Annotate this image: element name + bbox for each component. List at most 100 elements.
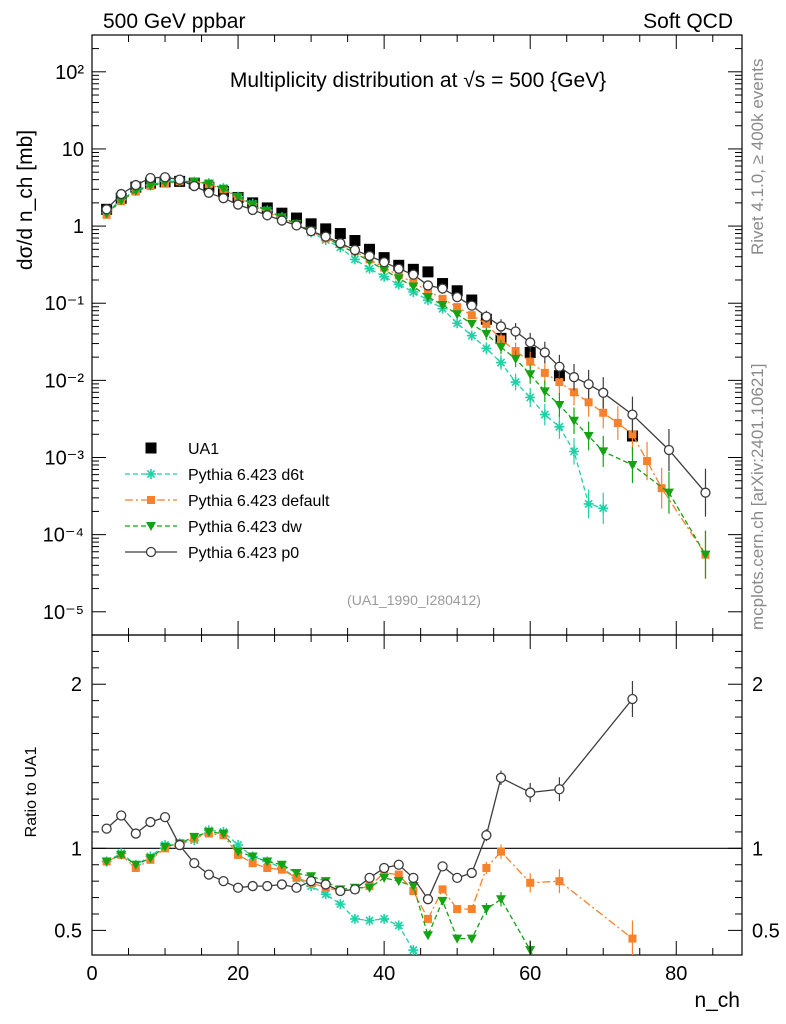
main-point-pythia-6-423-default [657,484,666,493]
ratio-point-pythia-6-423-p0 [320,879,331,890]
main-point-ua1 [290,212,302,224]
main-point-pythia-6-423-p0 [262,210,273,221]
main-point-pythia-6-423-p0 [481,311,492,322]
ratio-point-pythia-6-423-p0 [481,830,492,841]
main-series-pythia-6-423-p0 [101,172,711,517]
main-point-pythia-6-423-dw [437,300,448,310]
ratio-point-pythia-6-423-default [482,864,491,873]
main-point-pythia-6-423-p0 [466,300,477,311]
ratio-ylabel: Ratio to UA1 [23,747,40,838]
main-point-pythia-6-423-default [643,457,652,466]
ratio-point-pythia-6-423-p0 [349,884,361,895]
main-point-pythia-6-423-p0 [218,193,229,204]
main-point-pythia-6-423-p0 [349,244,361,256]
ratio-point-pythia-6-423-d6t [335,899,346,910]
main-series-pythia-6-423-dw [101,177,711,579]
main-point-pythia-6-423-dw [379,265,390,275]
main-point-pythia-6-423-d6t [364,263,375,274]
ratio-point-pythia-6-423-p0 [452,872,463,884]
ratio-xlabel: n_ch [694,989,740,1012]
legend-item-pythia-6-423-p0: Pythia 6.423 p0 [125,545,299,562]
main-point-pythia-6-423-p0 [568,372,580,383]
main-point-pythia-6-423-p0 [583,379,594,390]
legend-label-ua1: UA1 [188,441,219,458]
main-ytick-label: 10⁻² [45,370,85,392]
main-point-pythia-6-423-default [540,368,549,377]
main-point-pythia-6-423-dw [539,387,550,397]
ratio-point-pythia-6-423-dw [393,877,404,887]
main-annotation: (UA1_1990_I280412) [347,592,481,608]
legend-label-pythia-6-423-default: Pythia 6.423 default [188,493,330,510]
main-point-pythia-6-423-dw [554,400,565,410]
main-point-pythia-6-423-p0 [364,250,375,262]
ratio-point-pythia-6-423-p0 [378,862,390,874]
main-point-pythia-6-423-dw [452,310,463,320]
main-ytick-label: 10⁻³ [45,448,85,470]
main-point-pythia-6-423-p0 [378,257,390,268]
ratio-point-pythia-6-423-d6t [364,915,375,926]
header-right: Soft QCD [643,10,733,33]
ratio-point-pythia-6-423-p0 [305,876,317,887]
ratio-point-pythia-6-423-dw [262,857,273,867]
ratio-point-pythia-6-423-default [526,878,535,887]
ratio-point-pythia-6-423-p0 [393,859,404,870]
ratio-point-pythia-6-423-default [423,914,432,923]
main-point-pythia-6-423-default [555,378,564,387]
ratio-xtick-label: 40 [373,963,395,985]
ratio-ytick-label-right: 2 [752,674,763,696]
ratio-ytick-label: 0.5 [54,920,82,942]
main-point-pythia-6-423-p0 [422,280,434,291]
ratio-point-pythia-6-423-p0 [145,816,156,828]
main-point-pythia-6-423-dw [495,343,506,353]
main-point-pythia-6-423-default [584,398,593,407]
main-point-pythia-6-423-default [613,419,622,428]
main-title: Multiplicity distribution at √s = 500 {G… [230,69,606,92]
ratio-point-pythia-6-423-p0 [101,823,112,834]
side-label-bottom: mcplots.cern.ch [arXiv:2401.10621] [748,364,767,630]
main-point-pythia-6-423-p0 [627,409,638,420]
ratio-point-pythia-6-423-dw [364,883,375,893]
main-point-pythia-6-423-default [453,303,462,312]
main-ytick-label: 1 [73,216,84,238]
main-point-pythia-6-423-p0 [174,174,185,185]
main-point-pythia-6-423-dw [510,354,521,364]
ratio-point-pythia-6-423-dw [408,882,419,892]
ratio-point-pythia-6-423-p0 [116,810,127,821]
main-point-pythia-6-423-p0 [408,269,419,280]
main-point-pythia-6-423-p0 [539,347,550,358]
ratio-point-pythia-6-423-d6t [423,966,433,976]
main-point-pythia-6-423-default [438,294,447,303]
main-ytick-label: 10⁻⁵ [43,602,84,624]
ratio-point-pythia-6-423-d6t [320,889,331,900]
legend-item-pythia-6-423-d6t: Pythia 6.423 d6t [125,467,304,484]
ratio-point-pythia-6-423-dw [189,832,200,842]
ratio-point-pythia-6-423-default [555,877,564,886]
main-point-pythia-6-423-dw [116,196,127,206]
main-point-pythia-6-423-dw [145,181,156,191]
main-point-pythia-6-423-p0 [525,337,536,348]
main-point-pythia-6-423-dw [663,488,674,498]
ratio-point-pythia-6-423-dw [116,850,127,860]
ratio-point-pythia-6-423-d6t [379,913,390,924]
legend-item-pythia-6-423-dw: Pythia 6.423 dw [125,519,302,536]
main-point-pythia-6-423-p0 [452,291,463,303]
ratio-xtick-label: 20 [227,963,249,985]
ratio-point-pythia-6-423-p0 [159,812,171,823]
ratio-xtick-label: 0 [86,963,97,985]
main-point-pythia-6-423-d6t [569,446,580,457]
legend-label-pythia-6-423-dw: Pythia 6.423 dw [188,519,302,536]
main-point-pythia-6-423-p0 [203,187,215,198]
main-point-pythia-6-423-dw [700,550,711,560]
main-point-pythia-6-423-d6t [539,409,550,420]
main-point-pythia-6-423-p0 [320,231,331,242]
main-point-ua1 [349,235,361,247]
legend-item-pythia-6-423-default: Pythia 6.423 default [125,493,330,510]
ratio-point-pythia-6-423-default [628,934,637,943]
ratio-point-pythia-6-423-d6t [408,945,419,955]
main-point-pythia-6-423-dw [583,431,594,441]
main-point-pythia-6-423-dw [569,416,580,426]
main-ytick-label: 10² [55,62,84,84]
legend: UA1 Pythia 6.423 d6t Pythia 6.423 default P… [125,441,330,562]
ratio-point-pythia-6-423-default [248,859,257,868]
